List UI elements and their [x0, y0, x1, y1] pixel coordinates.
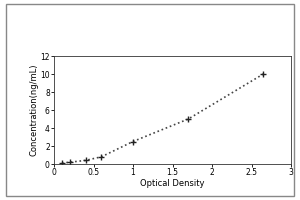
- X-axis label: Optical Density: Optical Density: [140, 179, 205, 188]
- Y-axis label: Concentration(ng/mL): Concentration(ng/mL): [30, 64, 39, 156]
